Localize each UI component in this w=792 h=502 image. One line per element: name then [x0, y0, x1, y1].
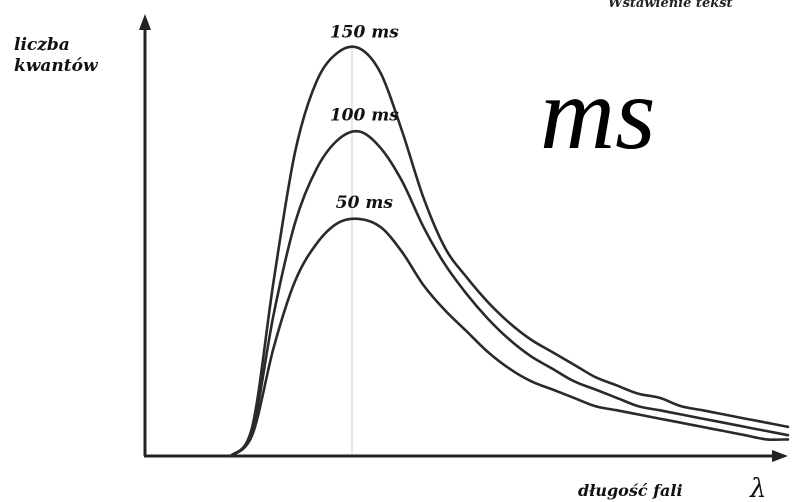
x-axis-lambda-symbol: λ [749, 474, 766, 502]
big-unit-label: ms [540, 56, 656, 171]
series-line-1 [229, 129, 790, 458]
series-layer: 150 ms 100 ms 50 ms [229, 22, 790, 458]
series-label-1: 100 ms [330, 106, 399, 126]
y-axis-label-line2: kwantów [14, 56, 99, 76]
series-label-2: 50 ms [336, 193, 394, 213]
corner-text: Wstawienie tekst [608, 0, 733, 11]
series-label-0: 150 ms [330, 22, 399, 42]
x-axis-label: długość fali [578, 481, 683, 500]
y-axis-arrow [139, 14, 151, 30]
series-line-0 [229, 45, 790, 458]
y-axis-label-line1: liczba [14, 35, 70, 55]
x-axis-arrow [772, 450, 788, 462]
series-line-2 [229, 217, 790, 458]
